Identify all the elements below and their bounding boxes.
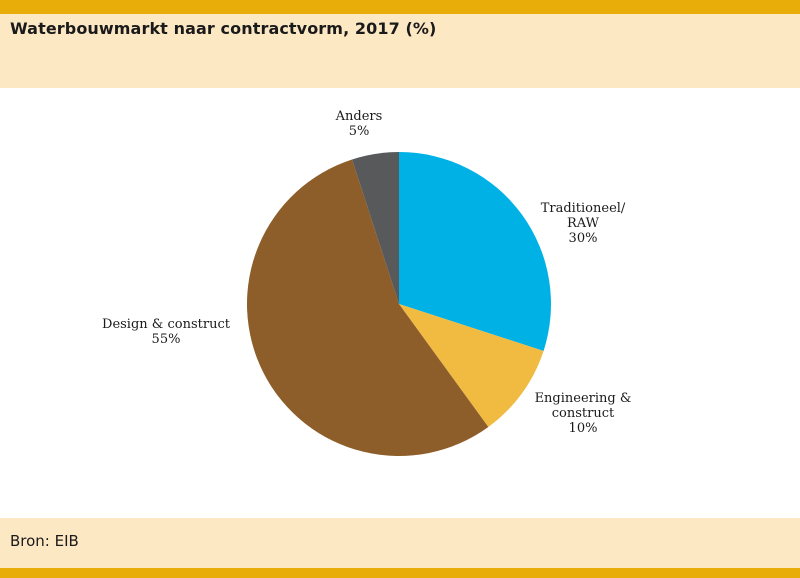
pie-slice-engineering-construct — [399, 304, 544, 427]
slice-name-label: construct — [552, 406, 615, 421]
plot-area: Traditioneel/RAW 30% Engineering & construc… — [0, 88, 800, 518]
slice-label-engineering-construct: Engineering & construct 10% — [535, 391, 632, 436]
source-note: Bron: EIB — [10, 532, 79, 550]
bottom-accent-bar — [0, 568, 800, 578]
slice-label-traditioneel-raw: Traditioneel/RAW 30% — [541, 201, 626, 246]
pie-slice-traditioneel-raw — [399, 152, 551, 351]
slice-value-label: 10% — [569, 421, 598, 436]
slice-name-label: Design & construct — [102, 317, 231, 332]
pie-chart: Traditioneel/RAW 30% Engineering & construc… — [102, 109, 632, 457]
footer-panel: Bron: EIB — [0, 518, 800, 568]
slice-value-label: 30% — [569, 231, 598, 246]
slice-name-label: Engineering & — [535, 391, 632, 406]
top-accent-bar — [0, 0, 800, 14]
header-panel: Waterbouwmarkt naar contractvorm, 2017 (… — [0, 14, 800, 88]
slice-value-label: 5% — [349, 124, 370, 139]
pie-slice-anders — [352, 152, 399, 304]
slice-name-label: Anders — [335, 109, 383, 124]
pie-slice-design-construct — [247, 159, 489, 457]
slice-name-label: Traditioneel/ — [541, 201, 626, 216]
slice-label-anders: Anders 5% — [335, 109, 383, 139]
slice-value-label: 55% — [152, 332, 181, 347]
chart-title: Waterbouwmarkt naar contractvorm, 2017 (… — [10, 19, 437, 38]
slice-label-design-construct: Design & construct 55% — [102, 317, 231, 347]
slice-name-label: RAW — [567, 216, 600, 231]
